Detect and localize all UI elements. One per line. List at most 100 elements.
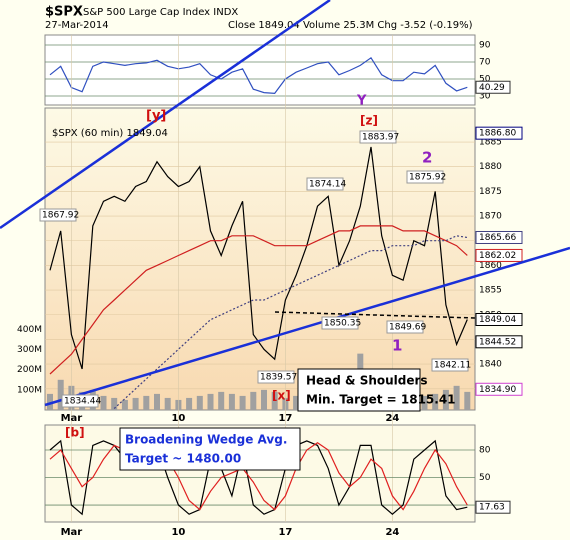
volume-bar: [218, 391, 225, 410]
y-tick-label: 1855: [479, 286, 502, 296]
x-tick-label: 17: [278, 527, 292, 538]
annotation: 1874.14: [309, 180, 346, 190]
volume-bar: [154, 393, 160, 410]
annotation: 1883.97: [362, 133, 399, 143]
quote: Close 1849.04 Volume 25.3M Chg -3.52 (-0…: [228, 20, 473, 31]
x-tick-label: 17: [278, 413, 292, 424]
lower-trend-line: [44, 246, 570, 407]
volume-bar: [293, 395, 300, 410]
volume-bar: [271, 391, 278, 410]
annotation: [z]: [360, 114, 378, 128]
y-tick-label: 1885: [479, 138, 502, 148]
volume-tick-label: 400M: [17, 325, 42, 335]
price-panel: [44, 107, 476, 411]
hs-box: [297, 368, 421, 412]
y-tick-label: 50: [479, 75, 491, 85]
annotation-box: [306, 177, 344, 191]
volume-bar: [47, 393, 53, 410]
volume-bar: [464, 391, 471, 410]
annotation-box: [386, 320, 424, 334]
x-tick-label: 10: [171, 413, 185, 424]
wedge-text: Broadening Wedge Avg.: [125, 433, 287, 447]
value-tag-label: 1844.52: [479, 337, 516, 347]
volume-bar: [228, 393, 235, 410]
annotation-box: [39, 208, 77, 222]
value-tag-label: 1834.90: [479, 385, 516, 395]
annotation: [x]: [272, 389, 291, 403]
value-tag: [475, 126, 523, 140]
annotation: 2: [422, 149, 432, 167]
volume-bar: [239, 395, 246, 410]
annotation-box: [257, 370, 295, 384]
value-tag: [475, 382, 523, 396]
annotation: 1875.92: [409, 173, 446, 183]
annotation: [y]: [146, 109, 166, 124]
legend: $SPX (60 min) 1849.04: [52, 128, 168, 139]
annotation: 1850.35: [324, 319, 361, 329]
volume-bar: [421, 395, 428, 410]
symbol: $SPX: [45, 5, 83, 20]
trend-lines: [0, 0, 570, 407]
value-tag: [475, 500, 511, 514]
volume-bar: [250, 391, 257, 410]
volume-bar: [111, 397, 118, 410]
volume-tick-label: 300M: [17, 345, 42, 355]
neckline: [274, 311, 476, 319]
y-tick-label: 1880: [479, 162, 502, 172]
x-tick-label: Mar: [61, 527, 83, 538]
date: 27-Mar-2014: [45, 20, 109, 31]
x-tick-label: 24: [385, 527, 399, 538]
y-tick-label: 1840: [479, 360, 502, 370]
value-tag-label: 1862.02: [479, 251, 516, 261]
value-tag-label: 1865.66: [479, 233, 516, 243]
rsi-panel: [44, 34, 476, 106]
volume-bar: [196, 395, 203, 410]
volume-bar: [57, 379, 64, 410]
annotation: Y: [356, 94, 367, 109]
annotation: 1: [392, 337, 402, 355]
y-tick-label: 70: [479, 58, 491, 68]
index-name: S&P 500 Large Cap Index INDX: [83, 7, 238, 18]
annotation-box: [359, 130, 397, 144]
wedge-box: [119, 427, 301, 471]
annotation-box: [61, 394, 99, 408]
annotation: 1867.92: [42, 211, 79, 221]
annotation-box: [406, 170, 444, 184]
annotation: 1842.11: [434, 361, 471, 371]
volume-bar: [442, 389, 449, 410]
annotation: 1834.44: [64, 397, 101, 407]
value-tag-label: 1886.80: [479, 129, 516, 139]
annotation: [b]: [65, 426, 85, 440]
volume-bar: [261, 389, 267, 410]
y-tick-label: 90: [479, 41, 491, 51]
y-tick-label: 50: [479, 473, 491, 483]
series-line: [49, 225, 468, 375]
value-tag: [475, 312, 523, 326]
value-tag: [475, 248, 523, 262]
x-tick-label: Mar: [61, 413, 83, 424]
annotation: 1849.69: [389, 323, 426, 333]
volume-bar: [207, 393, 214, 410]
value-tag-label: 40.29: [479, 83, 505, 93]
volume-bar: [121, 399, 128, 410]
volume-tick-label: 200M: [17, 365, 42, 375]
upper-trend-line: [0, 0, 331, 230]
value-tag-label: 1849.04: [479, 315, 516, 325]
series-line: [113, 235, 468, 409]
wedge-text: Target ~ 1480.00: [125, 452, 241, 466]
volume-bar: [164, 397, 171, 410]
value-tag-label: 17.63: [479, 503, 505, 513]
annotation-box: [321, 316, 359, 330]
volume-bar: [186, 397, 193, 410]
volume-tick-label: 100M: [17, 385, 42, 395]
hs-text: Head & Shoulders: [306, 374, 428, 388]
x-tick-label: 10: [171, 527, 185, 538]
y-tick-label: 1860: [479, 261, 502, 271]
series-line: [49, 56, 468, 95]
volume-bar: [453, 385, 460, 410]
value-tag: [475, 80, 511, 94]
value-tag: [475, 335, 523, 349]
annotation-box: [431, 358, 469, 372]
hs-text: Min. Target = 1815.41: [306, 393, 456, 407]
